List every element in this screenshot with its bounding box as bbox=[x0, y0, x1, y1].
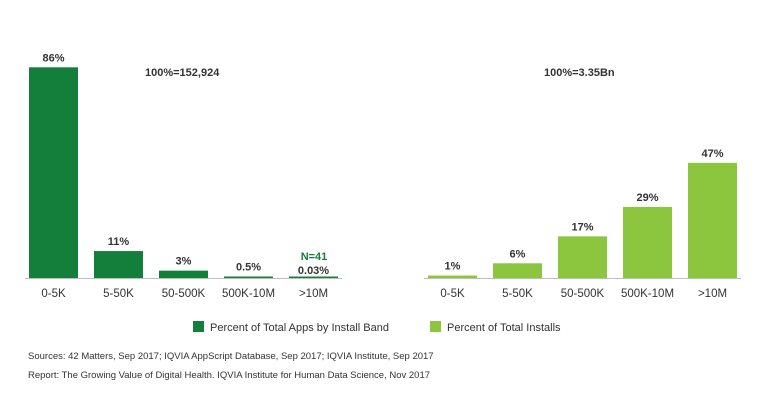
legend-label-apps: Percent of Total Apps by Install Band bbox=[210, 322, 389, 334]
apps-category-label-0: 0-5K bbox=[41, 288, 66, 300]
installs-value-label-3: 29% bbox=[636, 192, 658, 204]
apps-value-label-1: 11% bbox=[108, 236, 130, 248]
legend-swatch-apps bbox=[193, 321, 204, 332]
report-note: Report: The Growing Value of Digital Hea… bbox=[28, 370, 431, 381]
installs-category-label-1: 5-50K bbox=[502, 288, 533, 300]
apps-value-label-4: 0.03% bbox=[298, 265, 329, 277]
apps-category-label-3: 500K-10M bbox=[222, 288, 275, 300]
installs-bar-4 bbox=[688, 162, 737, 278]
apps-category-label-1: 5-50K bbox=[103, 288, 134, 300]
apps-annotation: N=41 bbox=[301, 251, 328, 263]
apps-value-label-3: 0.5% bbox=[236, 262, 261, 274]
apps-total-label: 100%=152,924 bbox=[145, 67, 220, 79]
apps-bar-2 bbox=[159, 270, 208, 278]
installs-category-label-2: 50-500K bbox=[561, 288, 605, 300]
apps-bar-3 bbox=[224, 276, 273, 278]
apps-bar-1 bbox=[94, 251, 143, 278]
installs-value-label-0: 1% bbox=[445, 261, 461, 273]
legend-swatch-installs bbox=[430, 321, 441, 332]
apps-category-label-2: 50-500K bbox=[162, 288, 206, 300]
installs-category-label-0: 0-5K bbox=[440, 288, 465, 300]
installs-bar-0 bbox=[428, 275, 477, 278]
apps-value-label-2: 3% bbox=[176, 256, 192, 268]
sources-note: Sources: 42 Matters, Sep 2017; IQVIA App… bbox=[28, 351, 434, 362]
installs-bar-3 bbox=[623, 206, 672, 278]
installs-category-label-4: >10M bbox=[698, 288, 727, 300]
installs-category-label-3: 500K-10M bbox=[621, 288, 674, 300]
apps-bar-4 bbox=[289, 276, 338, 278]
installs-bar-2 bbox=[558, 236, 607, 278]
installs-value-label-1: 6% bbox=[510, 248, 526, 260]
apps-bar-0 bbox=[29, 67, 78, 278]
installs-value-label-4: 47% bbox=[701, 148, 723, 160]
installs-value-label-2: 17% bbox=[571, 221, 593, 233]
legend-label-installs: Percent of Total Installs bbox=[447, 322, 561, 334]
installs-bar-1 bbox=[493, 263, 542, 278]
apps-value-label-0: 86% bbox=[42, 52, 64, 64]
installs-total-label: 100%=3.35Bn bbox=[544, 67, 615, 79]
apps-category-label-4: >10M bbox=[299, 288, 328, 300]
